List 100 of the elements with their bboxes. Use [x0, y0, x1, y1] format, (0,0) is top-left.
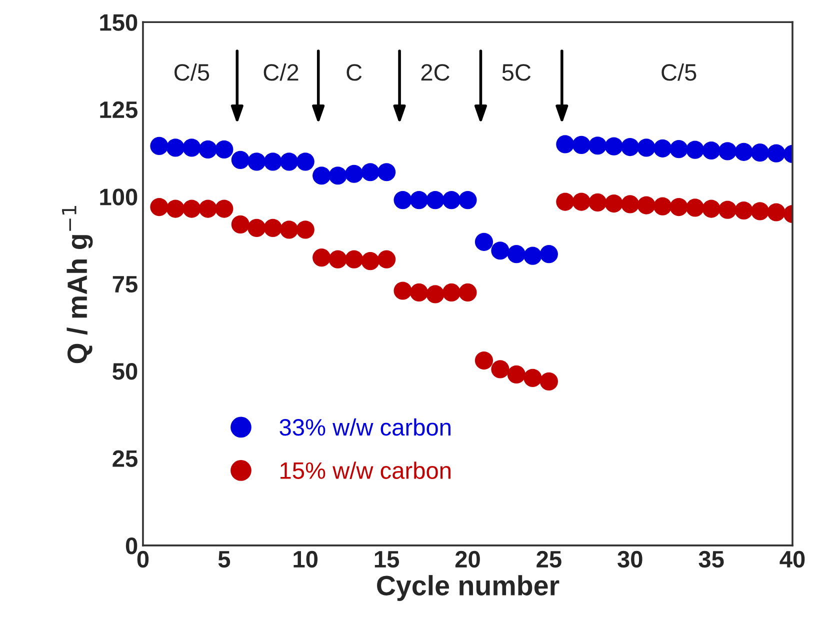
point — [637, 196, 656, 214]
point — [588, 193, 607, 212]
point — [361, 163, 380, 182]
point — [296, 220, 314, 239]
annotation: C/5 — [662, 63, 696, 81]
y-axis-title: Q / mAh g$^{−1}$ — [62, 206, 93, 364]
point — [670, 198, 688, 216]
point — [588, 136, 607, 155]
point — [734, 142, 753, 161]
y-tick-label: 100 — [100, 188, 138, 206]
point — [377, 250, 396, 268]
x-tick-label: 35 — [698, 550, 724, 568]
legend-label: 33% w/w carbon — [280, 418, 450, 436]
point — [556, 192, 574, 211]
annotation: C — [346, 64, 362, 81]
annotation: 5C — [502, 64, 531, 81]
point — [166, 138, 185, 157]
point — [491, 360, 510, 378]
point — [507, 365, 526, 384]
point — [264, 152, 282, 171]
point — [150, 198, 168, 216]
point — [198, 200, 217, 218]
x-tick-label: 15 — [374, 551, 400, 568]
point — [182, 200, 201, 218]
point — [215, 140, 234, 159]
point — [280, 220, 298, 239]
point — [540, 372, 558, 391]
point — [637, 138, 656, 157]
point — [702, 200, 720, 218]
point — [394, 190, 412, 210]
point — [328, 166, 347, 185]
y-tick-label: 25 — [112, 450, 138, 467]
point — [312, 166, 331, 185]
point — [264, 218, 282, 238]
point — [474, 232, 494, 251]
point — [394, 282, 412, 300]
point — [296, 152, 314, 171]
point — [150, 136, 168, 156]
point — [507, 245, 526, 264]
legend-label: 15% w/w carbon — [280, 462, 450, 479]
x-tick-label: 5 — [218, 551, 230, 568]
point — [248, 152, 266, 171]
point — [345, 250, 364, 268]
point — [280, 152, 298, 171]
point — [621, 138, 640, 156]
point — [345, 164, 364, 183]
point — [750, 202, 770, 220]
x-tick-label: 30 — [618, 550, 642, 568]
point — [556, 135, 574, 154]
point — [654, 139, 672, 158]
point — [474, 351, 494, 370]
point — [718, 200, 737, 219]
point — [621, 195, 640, 214]
point — [750, 144, 770, 162]
point — [377, 163, 396, 182]
point — [182, 138, 201, 157]
point — [767, 144, 786, 162]
point — [604, 194, 623, 213]
point — [734, 201, 753, 220]
point — [328, 250, 347, 268]
annotation: 2C — [421, 64, 450, 81]
y-tick-label: 50 — [112, 363, 138, 380]
point — [604, 137, 623, 156]
x-tick-label: 10 — [294, 550, 318, 568]
point — [442, 190, 461, 210]
annotation: C/2 — [264, 63, 298, 81]
point — [458, 283, 477, 302]
point — [426, 190, 444, 210]
point — [426, 285, 444, 304]
point — [702, 141, 720, 160]
point — [540, 245, 558, 264]
point — [686, 198, 704, 217]
point — [410, 190, 428, 210]
x-tick-label: 40 — [780, 550, 805, 568]
point — [524, 246, 542, 265]
point — [524, 368, 542, 388]
point — [458, 190, 477, 210]
annotation: C/5 — [174, 63, 210, 81]
y-tick-label: 150 — [100, 14, 138, 31]
point — [670, 140, 688, 158]
point — [491, 242, 510, 260]
point — [215, 200, 234, 218]
point — [198, 140, 217, 159]
point — [231, 150, 250, 169]
point — [312, 248, 331, 267]
point — [166, 200, 185, 218]
x-tick-label: 20 — [455, 550, 480, 568]
point — [686, 140, 704, 159]
x-tick-label: 25 — [536, 550, 562, 568]
y-tick-label: 75 — [112, 276, 138, 293]
point — [767, 203, 786, 222]
point — [654, 197, 672, 216]
point — [231, 215, 250, 234]
point — [248, 218, 266, 238]
point — [442, 283, 461, 302]
point — [361, 252, 380, 270]
x-axis-title: Cycle number — [377, 575, 560, 601]
x-tick-label: 0 — [137, 550, 149, 568]
point — [410, 283, 428, 302]
point — [718, 142, 737, 160]
